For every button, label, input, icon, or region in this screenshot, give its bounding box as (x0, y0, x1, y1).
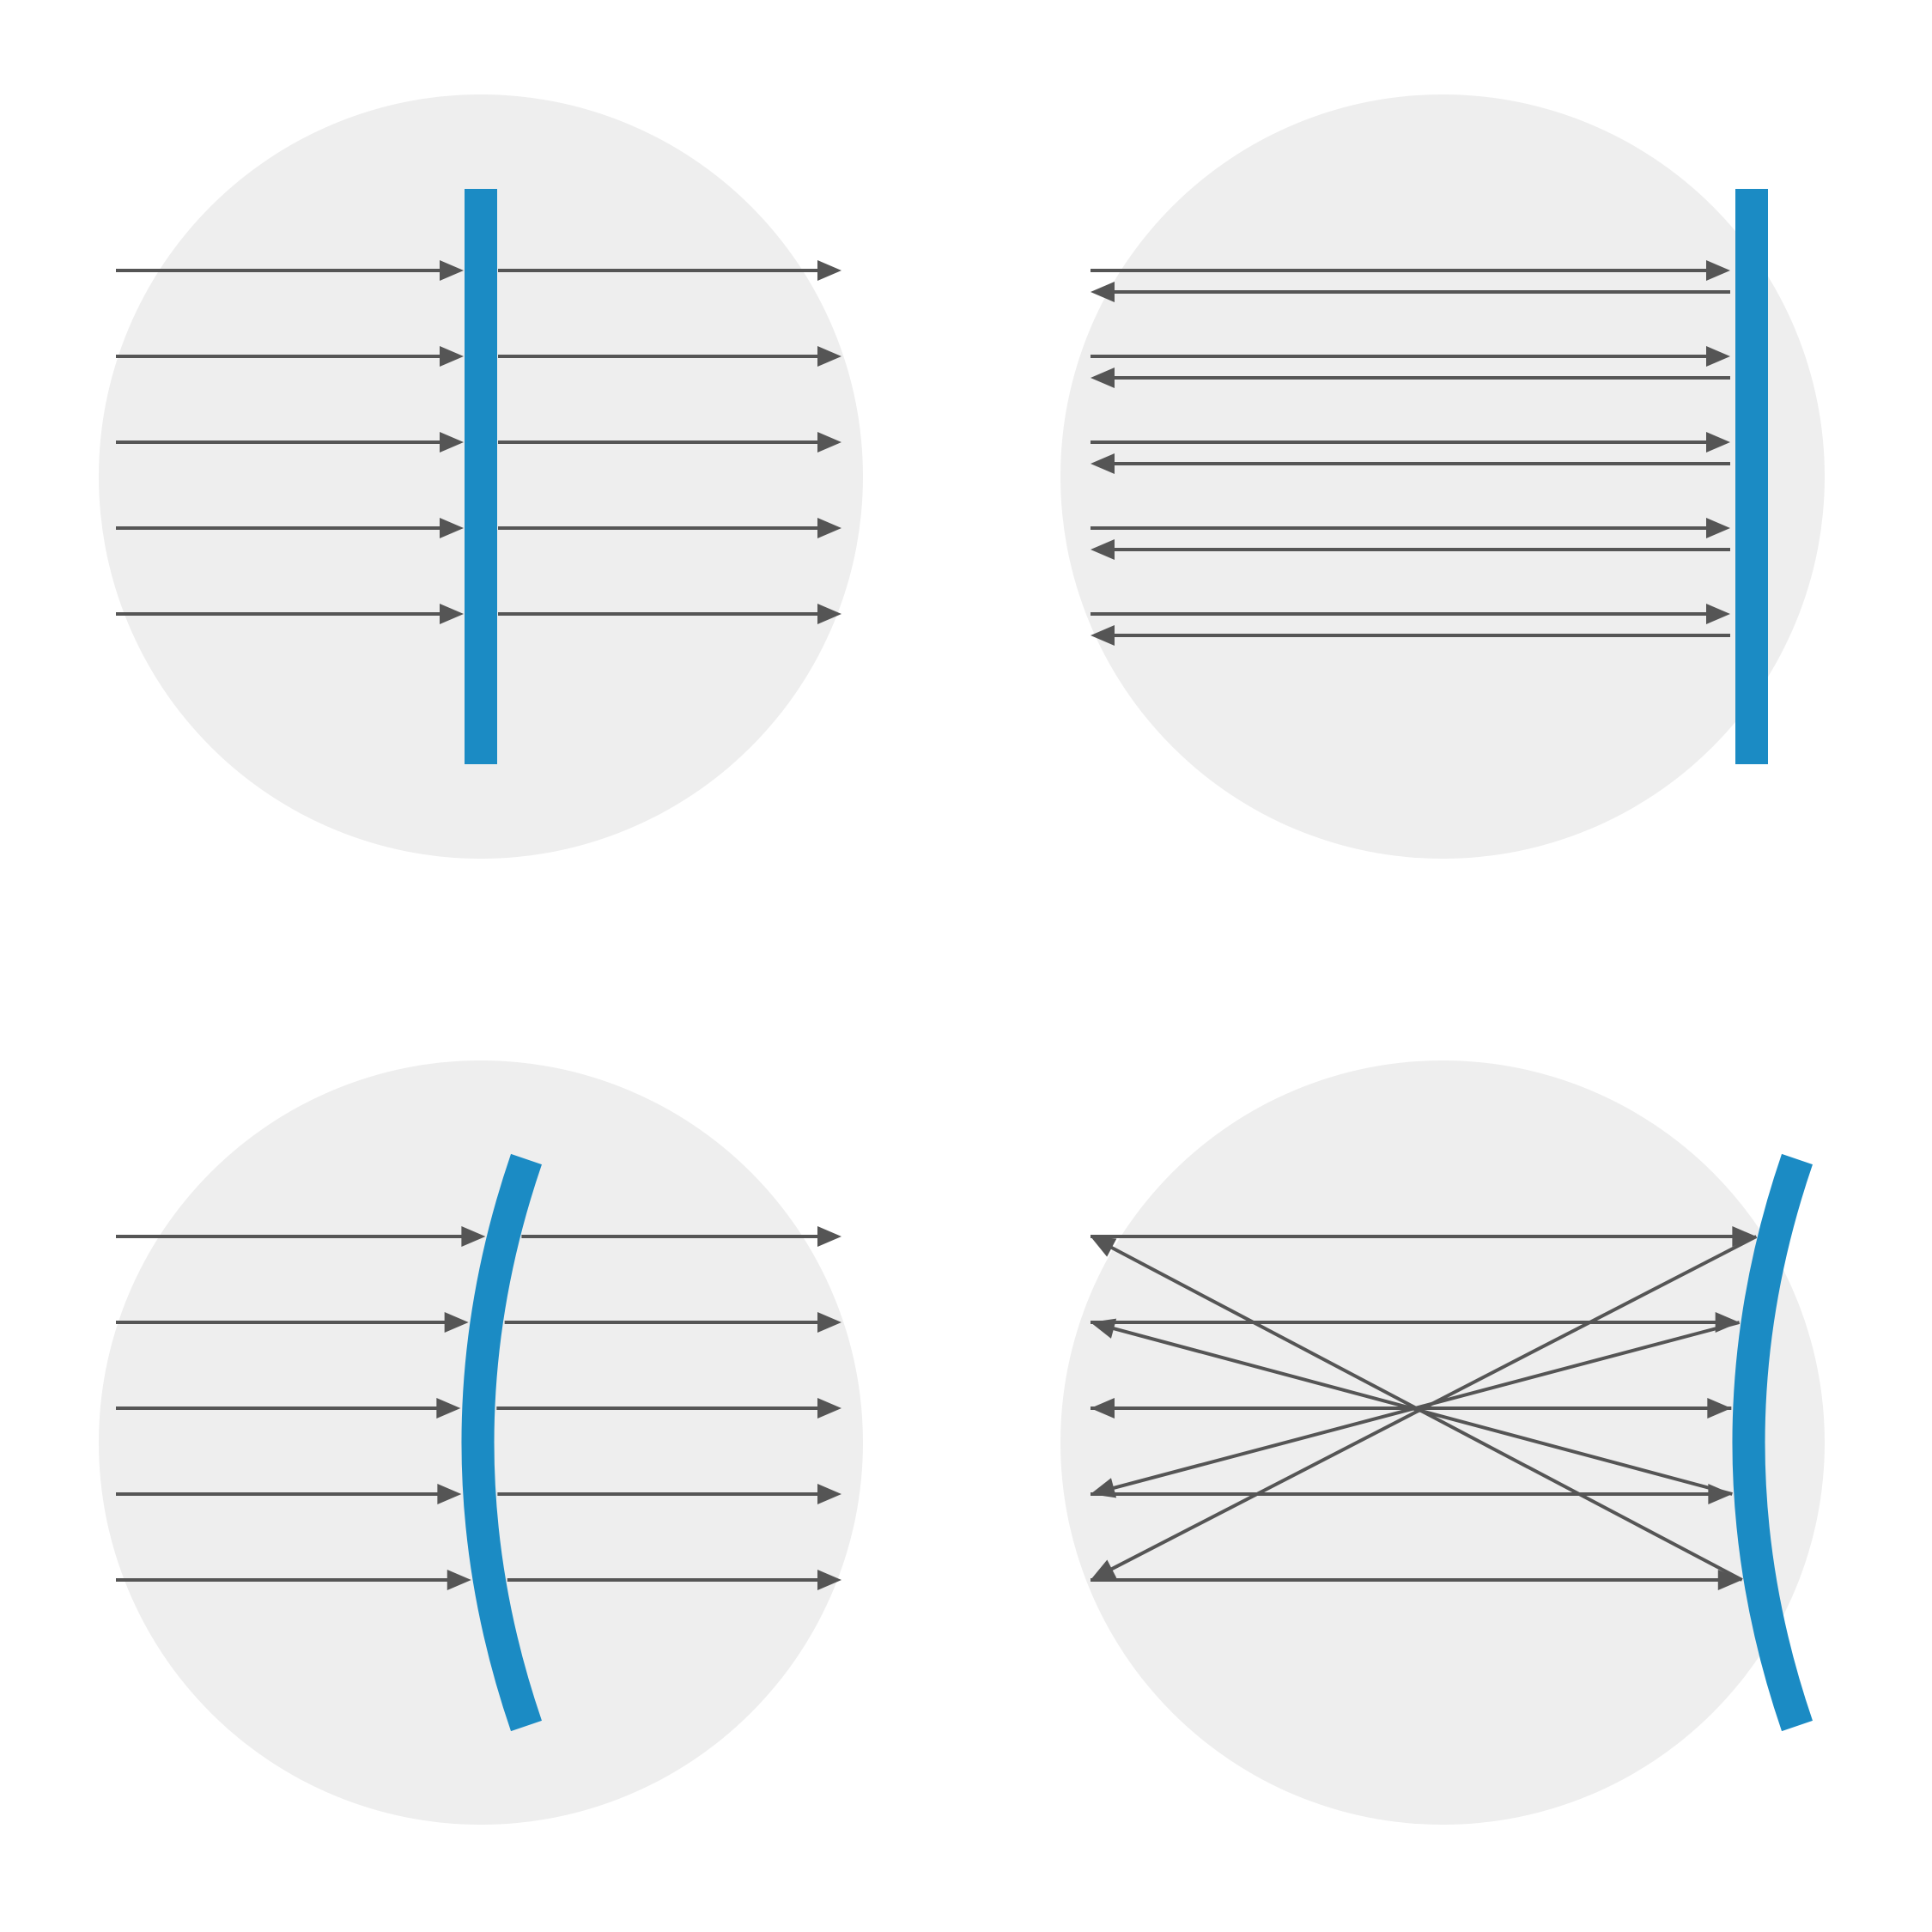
panel-circle (1060, 1060, 1825, 1825)
flat-barrier (465, 189, 497, 764)
optics-diagram (0, 0, 1932, 1932)
panel-circle (1060, 94, 1825, 859)
diagram-canvas (0, 0, 1932, 1932)
flat-mirror (1735, 189, 1768, 764)
